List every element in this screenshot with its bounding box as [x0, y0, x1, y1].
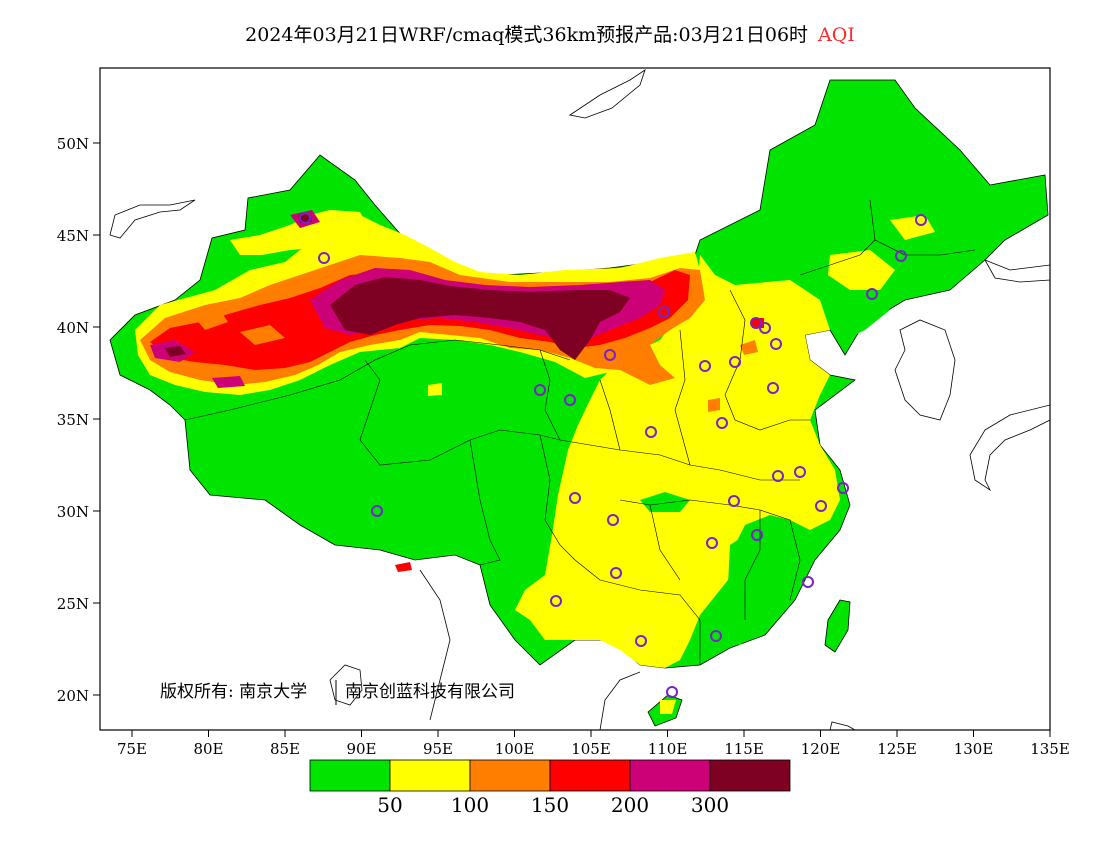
station-marker [534, 384, 546, 396]
station-marker [728, 495, 740, 507]
colorbar-bin [709, 759, 791, 792]
colorbar-bin [469, 759, 551, 792]
station-marker [318, 252, 330, 264]
plot-frame [99, 67, 1051, 731]
province-borders [184, 199, 976, 665]
lat-tick-label: 50N [57, 135, 89, 153]
lon-tick-label: 80E [193, 740, 223, 758]
aqi-orange-shandong [708, 398, 720, 412]
lon-tick-label: 85E [270, 740, 300, 758]
aqi-orange-hebei [740, 340, 758, 355]
colorbar-bin [389, 759, 471, 792]
latitude-axis: 50N 45N 40N 35N 30N 25N 20N [57, 135, 100, 705]
station-marker [716, 417, 728, 429]
lat-tick-label: 40N [57, 319, 89, 337]
colorbar-label: 300 [691, 793, 729, 817]
hainan-yellow [660, 700, 676, 714]
station-marker [837, 482, 849, 494]
colorbar-label: 100 [451, 793, 489, 817]
aqi-hotspot-tibet-south [395, 562, 412, 572]
lon-tick-label: 120E [801, 740, 841, 758]
lat-tick-label: 30N [57, 503, 89, 521]
station-marker [550, 595, 562, 607]
station-marker [895, 250, 907, 262]
station-marker [729, 356, 741, 368]
station-marker [635, 635, 647, 647]
plot-area: 版权所有: 南京大学 南京创蓝科技有限公司 [99, 67, 1051, 731]
lon-tick-label: 135E [1030, 740, 1070, 758]
station-marker [706, 537, 718, 549]
aqi-green-southeast [712, 520, 815, 645]
station-marker [564, 394, 576, 406]
colorbar-bin [629, 759, 711, 792]
aqi-colorbar: 50 100 150 200 300 [309, 759, 791, 817]
station-marker [767, 382, 779, 394]
lon-tick-label: 75E [117, 740, 147, 758]
station-marker [815, 500, 827, 512]
lat-tick-label: 25N [57, 595, 89, 613]
station-marker [794, 466, 806, 478]
station-markers [299, 212, 927, 698]
station-marker [802, 576, 814, 588]
lon-tick-label: 100E [495, 740, 535, 758]
aqi-green-central [640, 492, 690, 512]
station-marker [699, 360, 711, 372]
company-text: 南京创蓝科技有限公司 [345, 682, 515, 702]
station-marker [866, 288, 878, 300]
station-marker [772, 470, 784, 482]
aqi-hotspot-south-xj [212, 376, 245, 388]
station-marker [759, 322, 771, 334]
aqi-maroon-core [330, 277, 630, 360]
station-marker [666, 686, 678, 698]
colorbar-label: 150 [531, 793, 569, 817]
station-marker [604, 349, 616, 361]
station-marker [915, 214, 927, 226]
station-marker [607, 514, 619, 526]
station-marker [569, 492, 581, 504]
copyright-text: 版权所有: 南京大学 [160, 682, 307, 702]
lat-tick-label: 35N [57, 411, 89, 429]
colorbar-label: 50 [377, 793, 402, 817]
colorbar-bin [549, 759, 631, 792]
map-title-variable: AQI [818, 24, 855, 46]
aqi-yellow-heilongjiang [890, 215, 935, 240]
longitude-axis: 75E 80E 85E 90E 95E 100E 105E 110E 115E 120E 125E 1… [117, 730, 1070, 758]
colorbar-label: 200 [611, 793, 649, 817]
aqi-orange-qinghai [428, 383, 442, 396]
map-title: 2024年03月21日WRF/cmaq模式36km预报产品:03月21日06时 A… [0, 20, 1100, 47]
lat-tick-label: 45N [57, 227, 89, 245]
lon-tick-label: 125E [877, 740, 917, 758]
station-marker [645, 426, 657, 438]
map-title-main: 2024年03月21日WRF/cmaq模式36km预报产品:03月21日06时 [245, 24, 809, 46]
station-marker [299, 212, 311, 224]
station-marker [710, 630, 722, 642]
lon-tick-label: 130E [954, 740, 994, 758]
aqi-field [109, 79, 1049, 727]
station-marker [750, 317, 762, 329]
station-marker [770, 338, 782, 350]
lon-tick-label: 110E [648, 740, 688, 758]
aqi-green-liaoning [835, 295, 890, 340]
station-marker [371, 505, 383, 517]
aqi-yellow-tianshan [230, 210, 370, 255]
neighbor-outlines [109, 69, 1050, 730]
colorbar-bin [309, 759, 391, 792]
lon-tick-label: 95E [423, 740, 453, 758]
lon-tick-label: 90E [346, 740, 376, 758]
aqi-orange-hotspot-2 [240, 325, 285, 345]
station-marker [751, 529, 763, 541]
station-marker [610, 567, 622, 579]
taiwan [824, 599, 851, 653]
aqi-hotspot-kashgar-core [165, 346, 186, 357]
lat-tick-label: 20N [57, 687, 89, 705]
aqi-yellow-east [515, 255, 840, 668]
aqi-orange-hotspot-1 [195, 310, 228, 330]
lon-tick-label: 115E [724, 740, 764, 758]
station-marker [658, 306, 670, 318]
lon-tick-label: 105E [571, 740, 611, 758]
